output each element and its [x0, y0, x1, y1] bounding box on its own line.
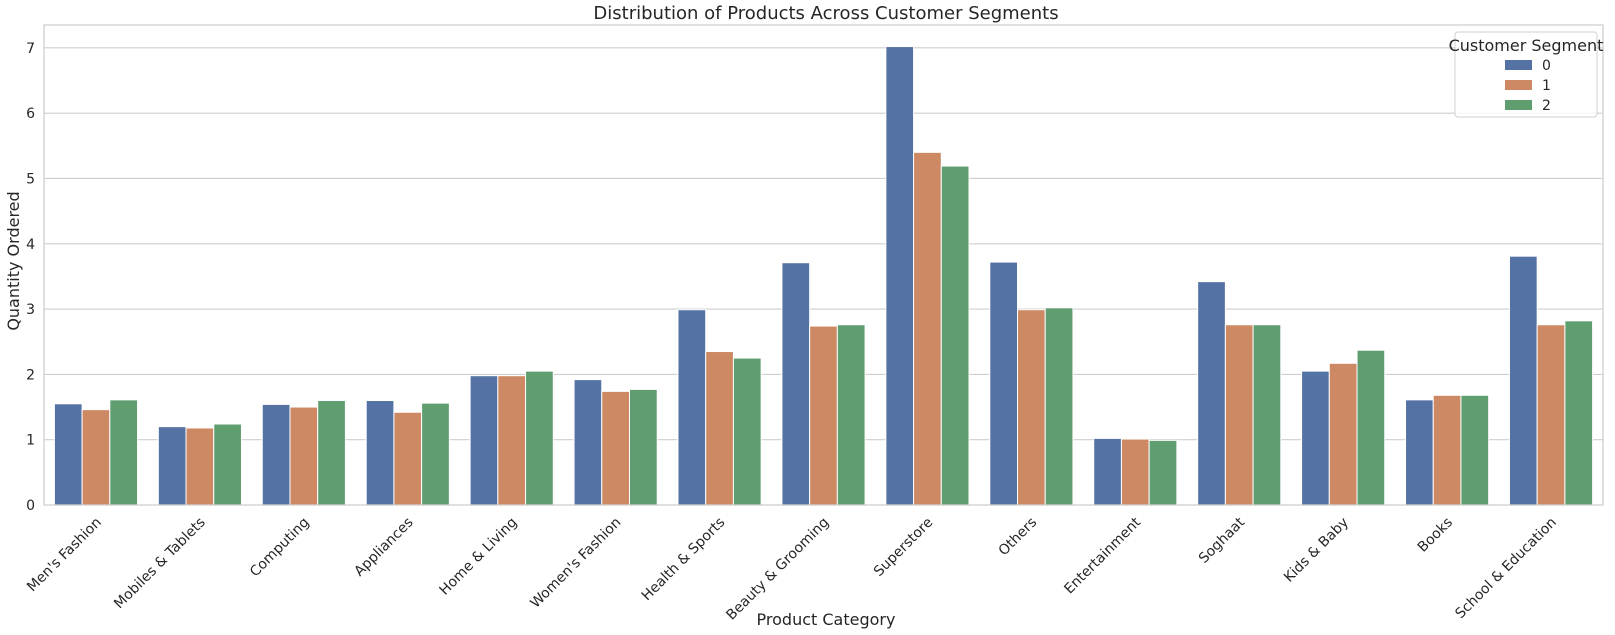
bar-segment-0-9 [989, 261, 1019, 506]
x-tick-label: Men's Fashion [24, 515, 105, 596]
x-tick-labels: Men's Fashion Mobiles & Tablets Computing A… [24, 514, 1560, 623]
y-axis-label: Quantity Ordered [4, 191, 23, 330]
bar-segment-1-2 [289, 406, 319, 506]
bar-segment-0-10 [1093, 437, 1122, 506]
bar-segment-0-11 [1197, 281, 1226, 506]
legend-swatch-0 [1505, 60, 1532, 70]
y-tick-label: 1 [26, 433, 35, 449]
bar-segment-2-3 [421, 402, 450, 506]
bar-segment-1-12 [1328, 362, 1358, 506]
legend-swatch-1 [1505, 80, 1532, 90]
bar-segment-1-3 [393, 411, 423, 506]
legend-box [1454, 31, 1598, 118]
plot-frame [43, 24, 1604, 506]
x-tick-label: Kids & Baby [1281, 515, 1352, 586]
bar-segment-2-0 [109, 399, 139, 506]
x-tick-label: Health & Sports [639, 515, 729, 605]
x-tick-label: Women's Fashion [527, 515, 624, 612]
bar-segment-2-12 [1356, 349, 1386, 506]
bar-segment-1-13 [1432, 394, 1462, 506]
bar-segment-1-0 [81, 409, 111, 506]
y-tick-label: 6 [26, 106, 35, 122]
bar-segment-0-3 [365, 400, 395, 506]
bar-segment-0-12 [1301, 370, 1330, 506]
bar-segment-0-2 [261, 403, 291, 506]
bar-segment-2-9 [1044, 307, 1074, 506]
legend-label: 0 [1542, 58, 1551, 74]
bar-segment-1-1 [185, 427, 215, 506]
legend-swatch-2 [1505, 100, 1532, 110]
legend: Customer Segment 0 1 2 [1449, 31, 1604, 118]
bar-segment-1-5 [601, 390, 630, 506]
bar-segment-2-8 [940, 165, 970, 506]
y-tick-labels: 0 1 2 3 4 5 6 7 [26, 41, 35, 514]
bar-segment-0-6 [677, 309, 707, 506]
bar-segment-2-2 [317, 400, 346, 506]
bar-segment-2-1 [213, 423, 242, 506]
x-tick-label: Appliances [351, 515, 416, 580]
bar-segment-2-14 [1564, 320, 1594, 506]
x-tick-label: School & Education [1452, 515, 1559, 622]
bar-segment-0-13 [1405, 399, 1434, 506]
bar-segment-2-7 [836, 324, 866, 506]
bar-segment-2-10 [1148, 439, 1178, 506]
x-tick-label: Soghaat [1196, 514, 1249, 567]
bar-segment-1-6 [705, 351, 734, 506]
y-tick-label: 4 [26, 237, 35, 253]
bar-segment-2-4 [525, 370, 554, 506]
x-tick-label: Mobiles & Tablets [111, 515, 209, 613]
y-tick-label: 3 [26, 302, 35, 318]
bars [53, 46, 1594, 506]
bar-segment-1-14 [1536, 324, 1566, 506]
y-tick-label: 5 [26, 171, 35, 187]
bar-segment-2-11 [1252, 324, 1282, 506]
legend-label: 2 [1542, 98, 1551, 114]
x-tick-label: Superstore [871, 515, 936, 580]
x-axis-label: Product Category [757, 610, 896, 629]
bar-segment-0-8 [885, 46, 915, 506]
bar-segment-1-10 [1120, 438, 1150, 506]
bar-segment-1-11 [1224, 324, 1254, 506]
x-tick-label: Others [996, 515, 1041, 560]
x-tick-label: Entertainment [1061, 514, 1144, 597]
plot-border [43, 24, 1604, 506]
x-tick-label: Beauty & Grooming [723, 515, 832, 624]
x-tick-label: Home & Living [437, 515, 521, 599]
bar-segment-1-8 [913, 151, 942, 506]
y-tick-label: 2 [26, 367, 35, 383]
y-tick-label: 7 [26, 41, 35, 57]
y-tick-label: 0 [26, 498, 35, 514]
x-tick-label: Books [1415, 515, 1456, 556]
bar-segment-0-5 [573, 379, 603, 506]
bar-segment-0-7 [781, 262, 811, 506]
bar-segment-1-9 [1017, 309, 1046, 506]
bar-segment-1-7 [809, 325, 838, 506]
bar-segment-2-5 [628, 388, 658, 506]
bar-segment-0-1 [157, 426, 187, 506]
bar-segment-2-13 [1460, 394, 1490, 506]
bar-segment-0-0 [53, 403, 83, 506]
bar-segment-2-6 [732, 357, 762, 506]
bar-segment-0-4 [469, 375, 499, 506]
legend-label: 1 [1542, 78, 1551, 94]
bar-segment-1-4 [497, 375, 527, 506]
x-tick-label: Computing [247, 515, 313, 581]
legend-title: Customer Segment [1449, 36, 1604, 55]
chart-title: Distribution of Products Across Customer… [593, 3, 1058, 24]
bar-segment-0-14 [1508, 255, 1538, 506]
